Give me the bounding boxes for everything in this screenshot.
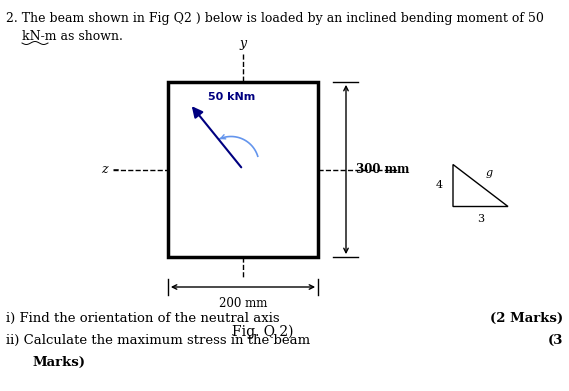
Text: Fig. Q 2): Fig. Q 2) xyxy=(232,325,294,339)
Text: 50 kNm: 50 kNm xyxy=(208,92,255,102)
Text: Marks): Marks) xyxy=(32,356,85,369)
Text: ii) Calculate the maximum stress in the beam: ii) Calculate the maximum stress in the … xyxy=(6,334,310,347)
Text: (2 Marks): (2 Marks) xyxy=(490,312,563,325)
Text: kN-m as shown.: kN-m as shown. xyxy=(22,30,123,43)
Bar xyxy=(168,82,318,257)
Text: (3: (3 xyxy=(547,334,563,347)
Text: i) Find the orientation of the neutral axis: i) Find the orientation of the neutral a… xyxy=(6,312,279,325)
Text: 2. The beam shown in Fig Q2 ) below is loaded by an inclined bending moment of 5: 2. The beam shown in Fig Q2 ) below is l… xyxy=(6,12,544,25)
Text: z: z xyxy=(101,163,108,176)
Text: y: y xyxy=(240,37,246,50)
Text: 200 mm: 200 mm xyxy=(219,297,267,310)
Text: g: g xyxy=(485,167,493,178)
Text: 300 mm: 300 mm xyxy=(356,163,409,176)
Text: 3: 3 xyxy=(477,215,484,224)
Text: 4: 4 xyxy=(436,181,443,190)
Text: –: – xyxy=(113,163,119,176)
